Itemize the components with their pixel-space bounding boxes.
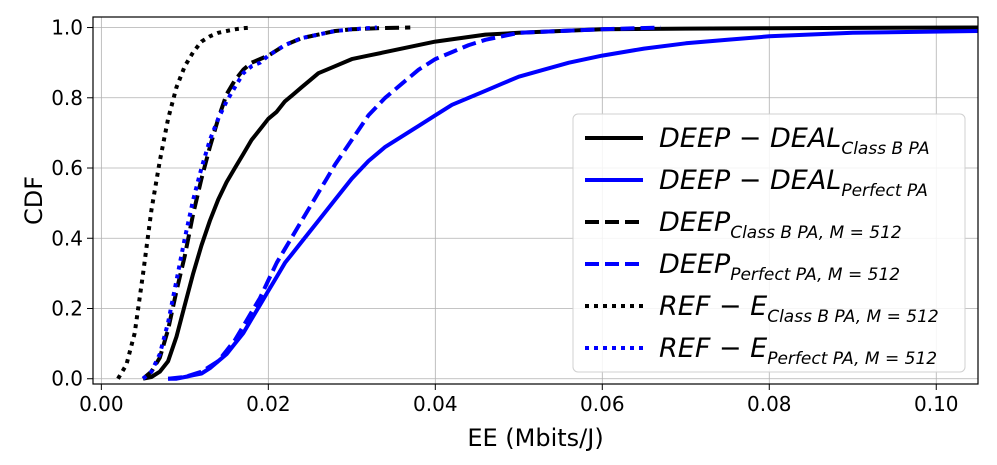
plot-frame <box>92 16 979 385</box>
x-axis-label: EE (Mbits/J) <box>467 424 603 452</box>
x-tick-label: 0.06 <box>580 392 625 416</box>
series-line-4 <box>116 25 252 380</box>
y-tick-label: 0.2 <box>51 296 83 320</box>
series-line-3 <box>167 25 661 381</box>
y-tick-label: 0.4 <box>51 226 83 250</box>
y-axis-label: CDF <box>20 176 48 225</box>
legend-label-main: DEEP <box>659 207 731 238</box>
y-axis-ticks: 0.0 0.2 0.4 0.6 0.8 1.0 <box>51 16 93 391</box>
legend-label-subscript: Perfect PA, M = 512 <box>730 265 900 285</box>
y-tick-label: 1.0 <box>51 16 83 40</box>
series-lines <box>116 25 978 381</box>
series-line-1 <box>168 29 978 381</box>
legend-label-1: DEEP − DEALPerfect PA <box>659 165 928 201</box>
legend-label-subscript: Class B PA, M = 512 <box>730 223 902 243</box>
legend-label-subscript: Perfect PA <box>841 181 928 201</box>
y-tick-label: 0.0 <box>51 367 83 391</box>
legend-label-5: REF − EPerfect PA, M = 512 <box>659 333 937 369</box>
legend-label-0: DEEP − DEALClass B PA <box>659 123 930 159</box>
legend-label-main: DEEP − DEAL <box>659 123 841 154</box>
legend-label-main: DEEP − DEAL <box>659 165 841 196</box>
x-tick-label: 0.04 <box>413 392 458 416</box>
legend-label-main: REF − E <box>659 333 767 364</box>
legend-label-3: DEEPPerfect PA, M = 512 <box>659 249 900 285</box>
x-tick-label: 0.00 <box>79 392 124 416</box>
legend-label-main: REF − E <box>659 291 767 322</box>
legend-label-2: DEEPClass B PA, M = 512 <box>659 207 902 243</box>
legend-label-subscript: Perfect PA, M = 512 <box>767 349 937 369</box>
y-tick-label: 0.6 <box>51 156 83 180</box>
x-tick-label: 0.08 <box>747 392 792 416</box>
x-tick-label: 0.10 <box>914 392 959 416</box>
series-line-5 <box>141 25 378 381</box>
y-tick-label: 0.8 <box>51 86 83 110</box>
legend-label-subscript: Class B PA, M = 512 <box>767 307 939 327</box>
legend-label-main: DEEP <box>659 249 731 280</box>
legend-label-subscript: Class B PA <box>841 139 929 159</box>
legend-box <box>572 113 966 373</box>
x-tick-label: 0.02 <box>246 392 291 416</box>
legend-label-4: REF − EClass B PA, M = 512 <box>659 291 939 327</box>
x-axis-ticks: 0.00 0.02 0.04 0.06 0.08 0.10 <box>79 384 959 416</box>
